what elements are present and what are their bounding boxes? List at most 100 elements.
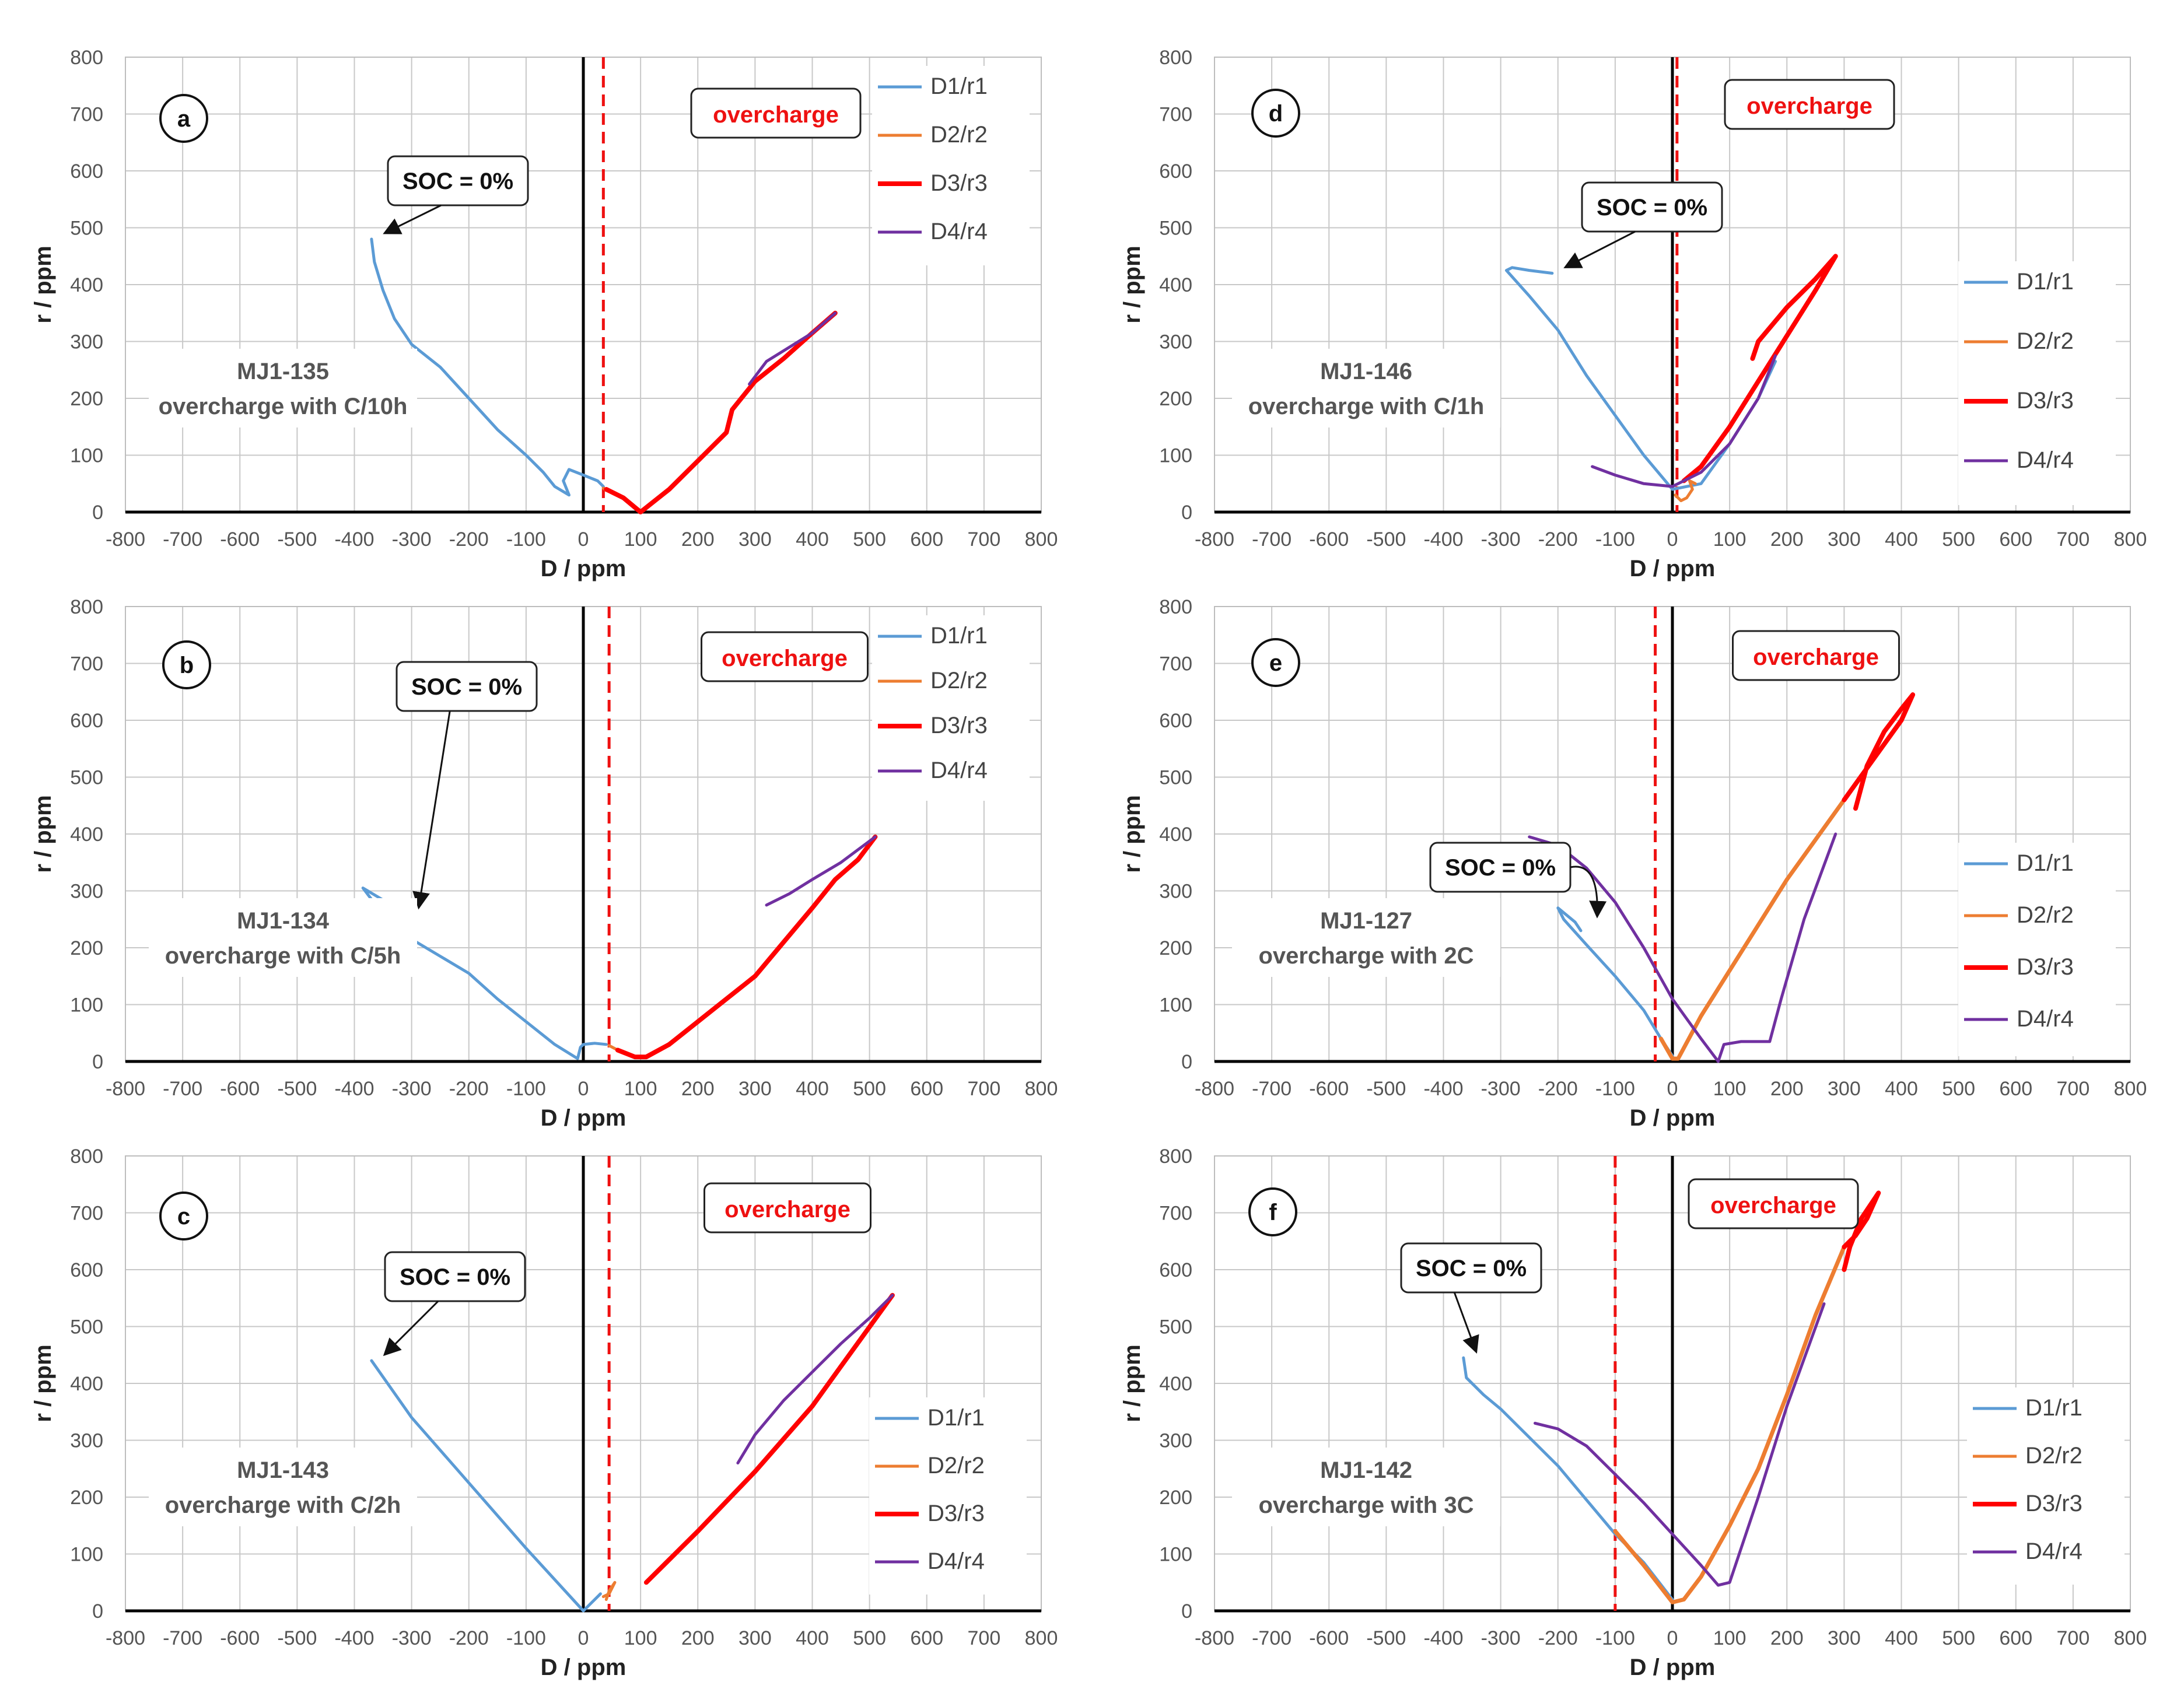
y-tick-label: 400 (1159, 1373, 1192, 1395)
x-axis-title: D / ppm (541, 1105, 626, 1131)
y-tick-label: 800 (70, 596, 103, 618)
y-tick-label: 300 (1159, 881, 1192, 903)
legend-label: D2/r2 (2017, 902, 2074, 928)
overcharge-box (690, 87, 862, 139)
sample-id: MJ1-134 (237, 908, 330, 934)
x-tick-label: -400 (1423, 1627, 1463, 1649)
x-tick-label: 100 (1713, 1627, 1746, 1649)
x-tick-label: -200 (449, 1627, 489, 1649)
y-tick-label: 200 (70, 937, 103, 959)
x-tick-label: 400 (796, 1078, 829, 1100)
x-tick-label: -100 (506, 1627, 546, 1649)
y-tick-label: 500 (70, 218, 103, 240)
legend-label: D3/r3 (2017, 954, 2074, 980)
x-tick-label: -600 (1309, 1078, 1349, 1100)
x-tick-label: -700 (1252, 1627, 1292, 1649)
x-tick-label: -800 (106, 1078, 145, 1100)
x-tick-label: -100 (1595, 528, 1635, 551)
y-axis-title: r / ppm (30, 1344, 56, 1422)
x-tick-label: 200 (681, 1627, 715, 1649)
x-axis-title: D / ppm (541, 1655, 626, 1680)
x-tick-label: 700 (968, 1627, 1001, 1649)
y-tick-label: 100 (1159, 994, 1192, 1017)
x-tick-label: 200 (1770, 1078, 1804, 1100)
x-tick-label: 300 (1828, 528, 1861, 551)
x-tick-label: 0 (1667, 1078, 1678, 1100)
soc-callout: SOC = 0% (1563, 181, 1723, 268)
legend-label: D4/r4 (2017, 1006, 2074, 1032)
x-tick-label: 800 (1025, 1078, 1058, 1100)
legend-label: D3/r3 (2017, 388, 2074, 414)
y-tick-label: 500 (1159, 218, 1192, 240)
x-tick-label: 500 (1942, 1078, 1975, 1100)
y-tick-label: 0 (92, 502, 103, 524)
x-tick-label: 600 (910, 1078, 943, 1100)
x-tick-label: 500 (853, 1078, 886, 1100)
panel-b: -800 -700 -600 -500 -400 -300 -200 -100 0 100 200 3… (30, 596, 1058, 1131)
panel-letter: b (180, 653, 194, 678)
y-tick-label: 600 (70, 160, 103, 183)
y-tick-label: 0 (92, 1051, 103, 1073)
panel-letter-circle (159, 94, 208, 143)
y-tick-label: 800 (1159, 1145, 1192, 1168)
soc-box (1400, 1242, 1542, 1294)
soc-label: SOC = 0% (402, 169, 513, 194)
legend-label: D2/r2 (930, 668, 988, 693)
y-tick-label: 800 (1159, 47, 1192, 69)
soc-label: SOC = 0% (1597, 195, 1707, 220)
overcharge-label: overcharge (1746, 93, 1873, 119)
x-tick-label: -200 (1538, 1627, 1578, 1649)
y-axis-title: r / ppm (1119, 795, 1145, 872)
sample-condition: overcharge with C/1h (1248, 394, 1485, 419)
x-tick-label: -200 (1538, 528, 1578, 551)
sample-label-bg (149, 1448, 417, 1526)
overcharge-box (1732, 630, 1900, 681)
x-tick-label: -300 (392, 1627, 432, 1649)
x-tick-label: 300 (1828, 1078, 1861, 1100)
x-tick-label: 500 (853, 1627, 886, 1649)
sample-label-group: MJ1-135 overcharge with C/10h (149, 349, 417, 427)
y-tick-label: 200 (1159, 937, 1192, 959)
overcharge-box (1688, 1178, 1859, 1229)
y-tick-label: 400 (70, 1373, 103, 1395)
y-tick-label: 0 (1181, 1051, 1192, 1073)
x-tick-label: -800 (106, 1627, 145, 1649)
x-tick-label: 0 (1667, 1627, 1678, 1649)
legend-label: D2/r2 (928, 1453, 985, 1478)
x-tick-label: 600 (1999, 1078, 2032, 1100)
x-tick-label: -600 (1309, 528, 1349, 551)
panel-letter-circle (1248, 1187, 1297, 1236)
x-tick-label: 700 (968, 1078, 1001, 1100)
overcharge-label: overcharge (1753, 644, 1879, 670)
series-line-d1-r1 (1504, 266, 1777, 491)
soc-box (387, 155, 529, 206)
soc-arrow (383, 204, 442, 234)
legend-label: D1/r1 (2017, 850, 2074, 876)
x-tick-label: -700 (163, 1078, 202, 1100)
y-tick-label: 500 (1159, 767, 1192, 789)
series-line-d1-r1 (370, 1359, 602, 1613)
x-tick-label: -700 (163, 1627, 202, 1649)
panel-c: -800 -700 -600 -500 -400 -300 -200 -100 0 100 200 3… (30, 1145, 1058, 1680)
x-tick-label: 800 (2114, 528, 2147, 551)
x-tick-label: -800 (106, 528, 145, 551)
legend: D1/r1 D2/r2 D3/r3 D4/r4 (869, 1397, 1027, 1595)
sample-label-group: MJ1-142 overcharge with 3C (1232, 1448, 1500, 1526)
y-tick-label: 500 (1159, 1316, 1192, 1338)
x-tick-label: 200 (1770, 1627, 1804, 1649)
y-tick-label: 600 (70, 710, 103, 732)
x-tick-label: -500 (277, 528, 317, 551)
x-tick-label: 0 (578, 528, 589, 551)
overcharge-callout: overcharge (1732, 630, 1900, 681)
series-line-d4-r4 (1528, 832, 1838, 1063)
x-axis-title: D / ppm (1630, 1105, 1716, 1131)
x-tick-label: -300 (392, 528, 432, 551)
panel-d: -800 -700 -600 -500 -400 -300 -200 -100 0 100 200 3… (1119, 47, 2147, 581)
x-tick-label: 700 (968, 528, 1001, 551)
panel-e: -800 -700 -600 -500 -400 -300 -200 -100 0 100 200 3… (1119, 596, 2147, 1131)
x-tick-label: -200 (449, 1078, 489, 1100)
panel-f: -800 -700 -600 -500 -400 -300 -200 -100 0 100 200 3… (1119, 1145, 2147, 1680)
x-tick-label: 500 (853, 528, 886, 551)
legend-label: D1/r1 (2017, 269, 2074, 295)
sample-condition: overcharge with 3C (1258, 1492, 1474, 1518)
